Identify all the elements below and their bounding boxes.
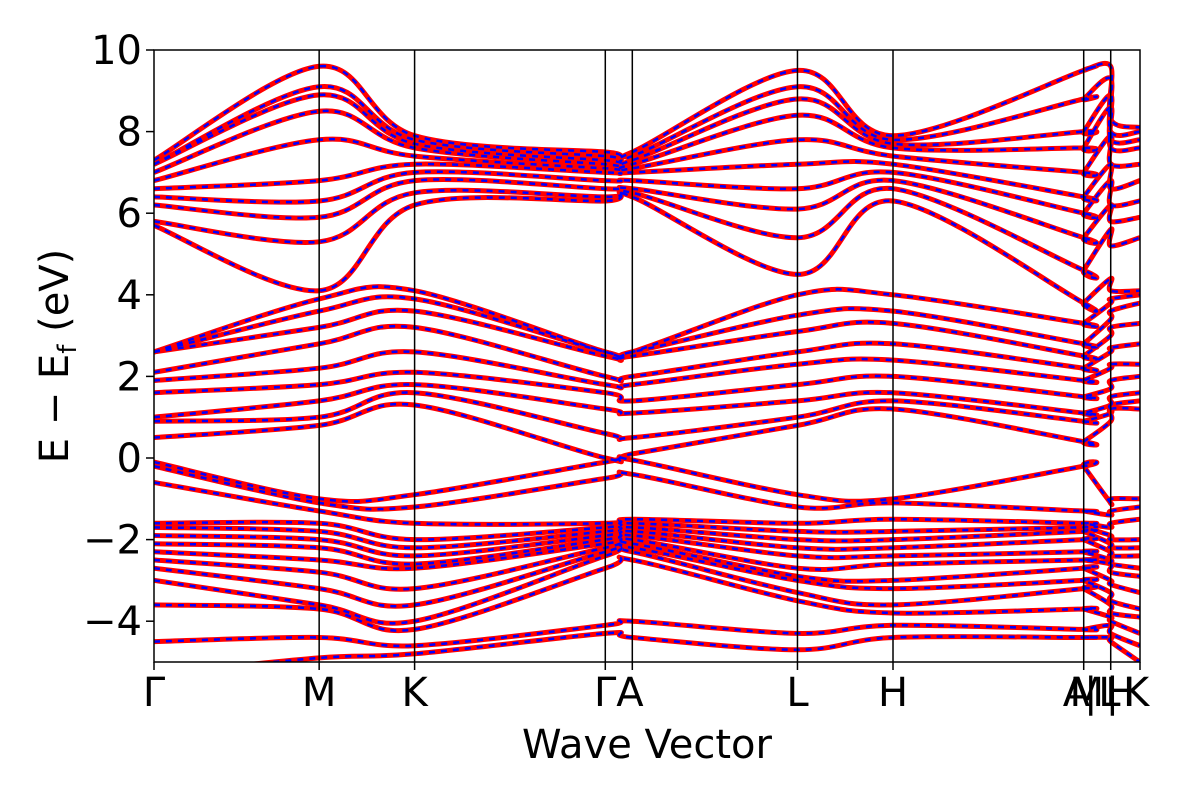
band-line-blue-6 <box>154 536 1140 578</box>
x-axis: Γ M K ΓA L H AM| L|HK <box>143 662 1151 716</box>
band-line-blue-14 <box>154 402 1140 464</box>
bands-layer <box>154 60 1140 662</box>
x-tick-label: | <box>1084 670 1097 716</box>
band-line-blue-9 <box>154 525 1140 550</box>
y-axis-title-unit: (eV) <box>32 249 78 345</box>
band-line-blue-21 <box>154 295 1140 359</box>
band-line-blue-17 <box>154 370 1140 403</box>
y-tick-label: 10 <box>91 28 142 74</box>
x-tick-label: A <box>1063 670 1091 716</box>
y-tick-label: −4 <box>83 599 142 645</box>
x-tick-label: M <box>1069 670 1104 716</box>
y-axis-title-subscript: f <box>53 344 83 354</box>
x-tick-label: M <box>302 670 337 716</box>
band-line-blue-7 <box>154 533 1140 570</box>
band-line-blue-13 <box>154 455 1140 506</box>
band-line-blue-28 <box>154 134 1140 182</box>
band-line-blue-20 <box>154 309 1140 362</box>
y-tick-label: 6 <box>117 191 142 237</box>
x-tick-label: ΓA <box>594 670 644 716</box>
y-axis-title-main: E − E <box>32 354 78 464</box>
y-tick-label: 8 <box>117 110 142 156</box>
y-tick-label: 4 <box>117 273 142 319</box>
y-axis: −4 −2 0 2 4 6 8 10 <box>83 28 154 645</box>
plot-frame <box>153 49 1141 663</box>
band-line-blue-29 <box>154 105 1140 174</box>
band-line-blue-19 <box>154 324 1140 383</box>
x-tick-label: K <box>1123 670 1151 716</box>
band-line-blue-2 <box>154 555 1140 635</box>
band-line-blue-3 <box>154 545 1140 625</box>
x-tick-label: K <box>401 670 429 716</box>
band-line-blue-12 <box>154 464 1140 517</box>
band-line-blue-4 <box>154 543 1140 611</box>
x-tick-label: H <box>878 670 908 716</box>
x-tick-label: L <box>1098 670 1121 716</box>
kpoint-lines <box>318 50 1112 662</box>
band-line-blue-30 <box>154 93 1140 167</box>
x-axis-title: Wave Vector <box>522 722 773 768</box>
band-line-blue-15 <box>154 391 1140 441</box>
band-line-blue-16 <box>154 383 1140 419</box>
x-tick-label: L <box>786 670 809 716</box>
y-tick-label: 0 <box>117 436 142 482</box>
y-tick-label: −2 <box>83 518 142 564</box>
band-line-blue-22 <box>154 285 1140 361</box>
band-line-blue-27 <box>154 160 1140 203</box>
x-tick-label: Γ <box>143 670 166 716</box>
y-tick-label: 2 <box>117 354 142 400</box>
band-line-blue-18 <box>154 350 1140 390</box>
band-line-blue-10 <box>154 520 1140 542</box>
x-tick-label: | <box>1106 670 1119 716</box>
band-line-blue-32 <box>154 62 1140 162</box>
band-line-blue-5 <box>154 539 1140 594</box>
x-tick-label: H <box>1105 670 1135 716</box>
y-axis-title: E − Ef (eV) <box>32 249 83 464</box>
band-line-blue-8 <box>154 529 1140 558</box>
